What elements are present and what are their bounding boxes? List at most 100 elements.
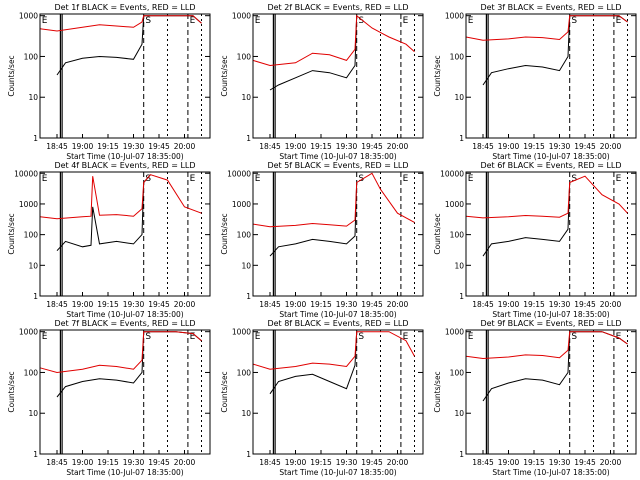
region-marker-label: S [571,16,577,26]
y-tick-label: 100 [24,368,39,377]
region-marker-label: E [255,174,261,184]
chart-title: Det 2f BLACK = Events, RED = LLD [267,3,408,12]
x-tick-label: 19:45 [574,300,596,309]
x-tick-label: 19:00 [498,142,520,151]
region-marker-label: E [190,332,196,342]
plot-frame [465,171,637,297]
y-tick-label: 1000 [232,328,251,337]
plot-frame [252,329,424,455]
y-tick-label: 100 [237,368,252,377]
y-tick-label: 10 [241,409,251,418]
y-axis-label: Counts/sec [220,371,229,412]
y-axis-label: Counts/sec [7,55,16,96]
x-tick-label: 19:30 [336,142,358,151]
series-line-events [482,331,628,402]
x-tick-label: 19:30 [549,458,571,467]
x-tick-label: 19:45 [574,458,596,467]
chart-panel: Det 9f BLACK = Events, RED = LLD E S E 1 10 10… [433,319,637,477]
y-tick-label: 1000 [232,12,251,21]
series-line-events [482,182,571,257]
y-axis-label: Counts/sec [7,371,16,412]
x-tick-label: 19:00 [72,142,94,151]
series-line-events [56,331,202,398]
series-line-lld [465,15,628,41]
region-marker-label: S [145,174,151,184]
x-tick-label: 19:00 [498,458,520,467]
plot-frame [252,171,424,297]
y-tick-label: 100 [450,231,465,240]
x-axis-label: Start Time (10-Jul-07 18:35:00) [66,152,183,161]
x-tick-label: 19:15 [310,300,332,309]
x-tick-label: 19:15 [523,142,545,151]
region-marker-label: S [358,174,364,184]
y-tick-label: 1000 [232,200,251,209]
y-tick-label: 10 [241,93,251,102]
x-tick-label: 19:30 [336,300,358,309]
series-line-events [269,15,358,91]
chart-title: Det 4f BLACK = Events, RED = LLD [54,161,195,170]
x-tick-label: 18:45 [46,300,68,309]
y-axis-label: Counts/sec [433,55,442,96]
y-tick-label: 10000 [440,169,464,178]
x-tick-label: 18:45 [259,142,281,151]
x-tick-label: 20:00 [174,458,196,467]
x-tick-label: 20:00 [387,142,409,151]
region-marker-label: E [616,174,622,184]
y-axis-label: Counts/sec [433,213,442,254]
region-marker-label: E [403,16,409,26]
y-tick-label: 10 [241,261,251,270]
x-tick-label: 18:45 [259,300,281,309]
x-tick-label: 18:45 [472,458,494,467]
y-tick-label: 1000 [19,200,38,209]
x-tick-label: 18:45 [46,142,68,151]
region-marker-label: E [42,174,48,184]
x-tick-label: 19:15 [97,142,119,151]
series-line-lld [252,331,415,370]
x-tick-label: 19:45 [361,300,383,309]
series-line-events [269,182,358,257]
x-tick-label: 19:00 [72,300,94,309]
x-tick-label: 19:15 [310,142,332,151]
x-tick-label: 19:15 [310,458,332,467]
x-tick-label: 19:00 [285,142,307,151]
region-marker-label: E [42,332,48,342]
series-line-lld [252,14,415,67]
x-axis-label: Start Time (10-Jul-07 18:35:00) [279,310,396,319]
x-tick-label: 20:00 [600,300,622,309]
y-tick-label: 10 [454,93,464,102]
x-tick-label: 19:00 [72,458,94,467]
y-tick-label: 1 [246,450,251,459]
x-axis-label: Start Time (10-Jul-07 18:35:00) [492,468,609,477]
plot-frame [465,329,637,455]
region-marker-label: S [358,332,364,342]
region-marker-label: S [571,332,577,342]
chart-panel: Det 6f BLACK = Events, RED = LLD E S E 1 10 10… [433,161,637,319]
series-line-events [482,15,628,86]
y-tick-label: 10 [28,93,38,102]
x-axis-label: Start Time (10-Jul-07 18:35:00) [279,152,396,161]
chart-panel: Det 1f BLACK = Events, RED = LLD E S E 1 10 10… [7,3,211,161]
y-tick-label: 100 [450,368,465,377]
x-tick-label: 20:00 [600,458,622,467]
y-tick-label: 100 [237,52,252,61]
x-tick-label: 20:00 [387,300,409,309]
x-tick-label: 19:45 [361,142,383,151]
y-axis-label: Counts/sec [220,213,229,254]
series-line-events [56,174,151,252]
x-tick-label: 20:00 [387,458,409,467]
chart-title: Det 7f BLACK = Events, RED = LLD [54,319,195,328]
x-tick-label: 19:45 [148,458,170,467]
chart-title: Det 6f BLACK = Events, RED = LLD [480,161,621,170]
region-marker-label: E [403,332,409,342]
x-tick-label: 19:15 [523,300,545,309]
y-tick-label: 10 [28,409,38,418]
y-tick-label: 100 [450,52,465,61]
x-tick-label: 18:45 [472,300,494,309]
chart-panel: Det 3f BLACK = Events, RED = LLD E S E 1 10 10… [433,3,637,161]
chart-title: Det 8f BLACK = Events, RED = LLD [267,319,408,328]
y-tick-label: 1000 [19,328,38,337]
y-tick-label: 10 [454,261,464,270]
y-tick-label: 1 [33,292,38,301]
plot-frame [39,171,211,297]
